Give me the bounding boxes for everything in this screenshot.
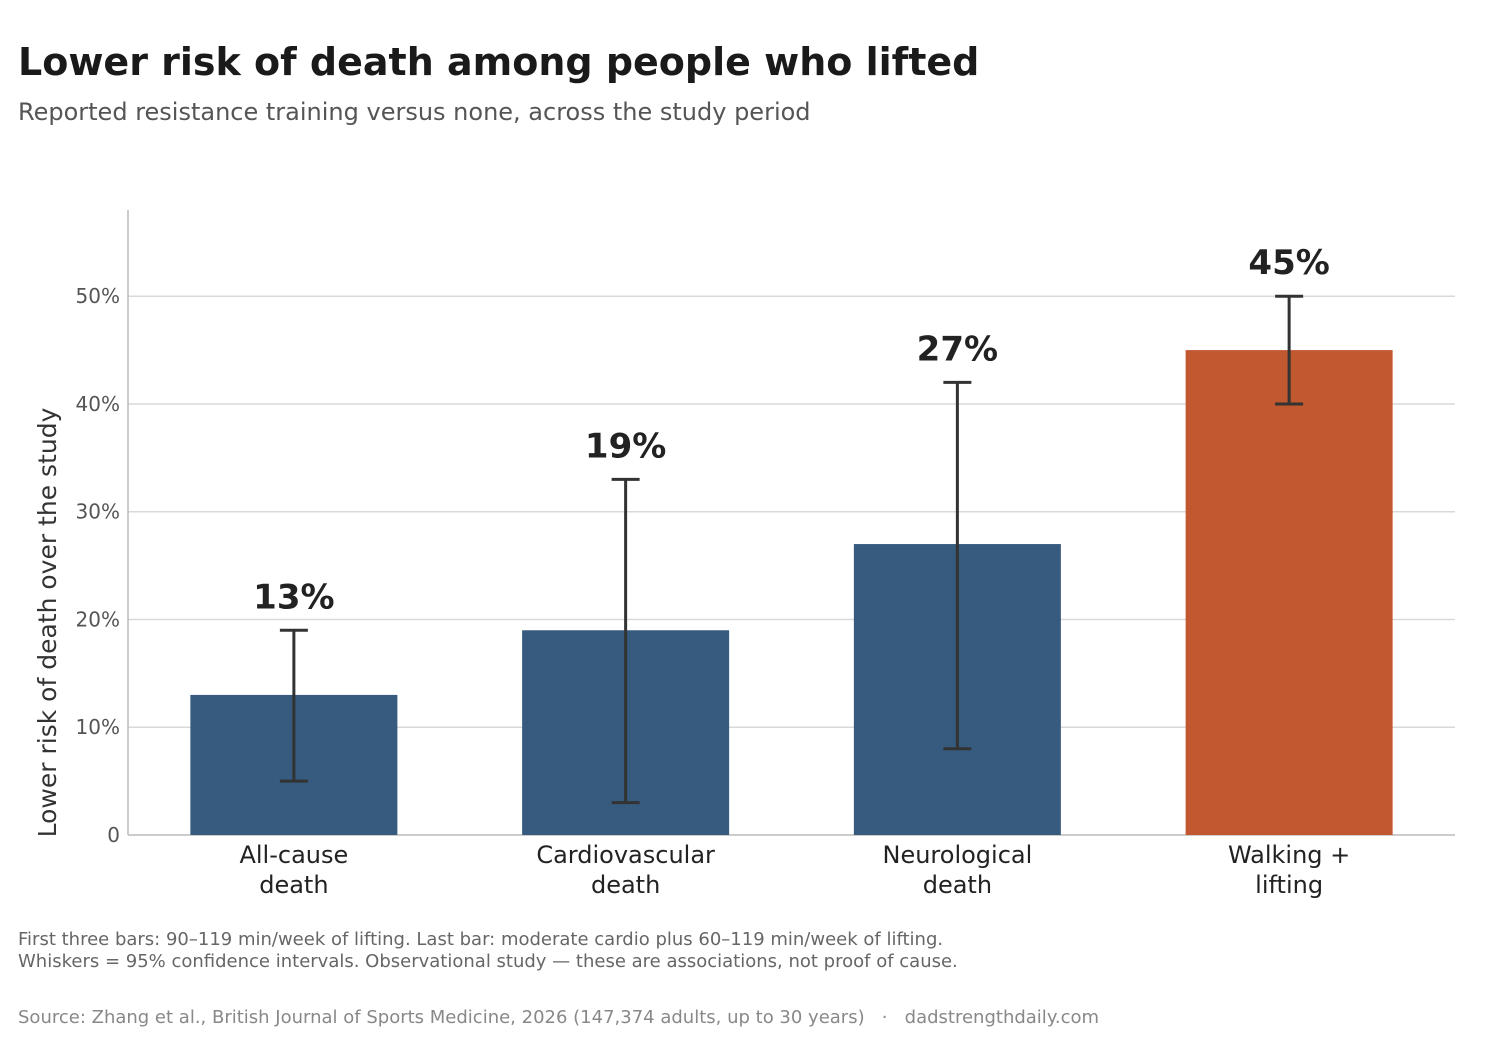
y-axis-label: Lower risk of death over the study [33,407,62,837]
y-tick-label: 30% [76,500,120,524]
value-label-3: 27% [917,329,998,369]
x-tick-label-2: death [591,871,660,899]
y-tick-label: 10% [76,715,120,739]
value-label-1: 13% [253,577,334,617]
source-credit: Source: Zhang et al., British Journal of… [18,1007,1100,1028]
footnote-line-1: First three bars: 90–119 min/week of lif… [18,929,944,950]
x-tick-label-4: Walking + [1228,841,1350,869]
y-tick-label: 20% [76,607,120,631]
x-tick-label-3: Neurological [882,841,1032,869]
x-tick-label-4: lifting [1255,871,1323,899]
x-tick-label-3: death [923,871,992,899]
x-tick-label-2: Cardiovascular [536,841,715,869]
y-tick-label: 40% [76,392,120,416]
x-tick-label-1: All-cause [239,841,348,869]
chart-subtitle: Reported resistance training versus none… [18,98,811,126]
bar-4 [1185,350,1393,835]
y-tick-label: 50% [76,284,120,308]
footnote-line-2: Whiskers = 95% confidence intervals. Obs… [18,951,958,972]
x-tick-label-1: death [259,871,328,899]
chart-title: Lower risk of death among people who lif… [18,40,980,84]
value-label-4: 45% [1248,243,1329,283]
value-label-2: 19% [585,426,666,466]
y-tick-label: 0 [107,823,120,847]
